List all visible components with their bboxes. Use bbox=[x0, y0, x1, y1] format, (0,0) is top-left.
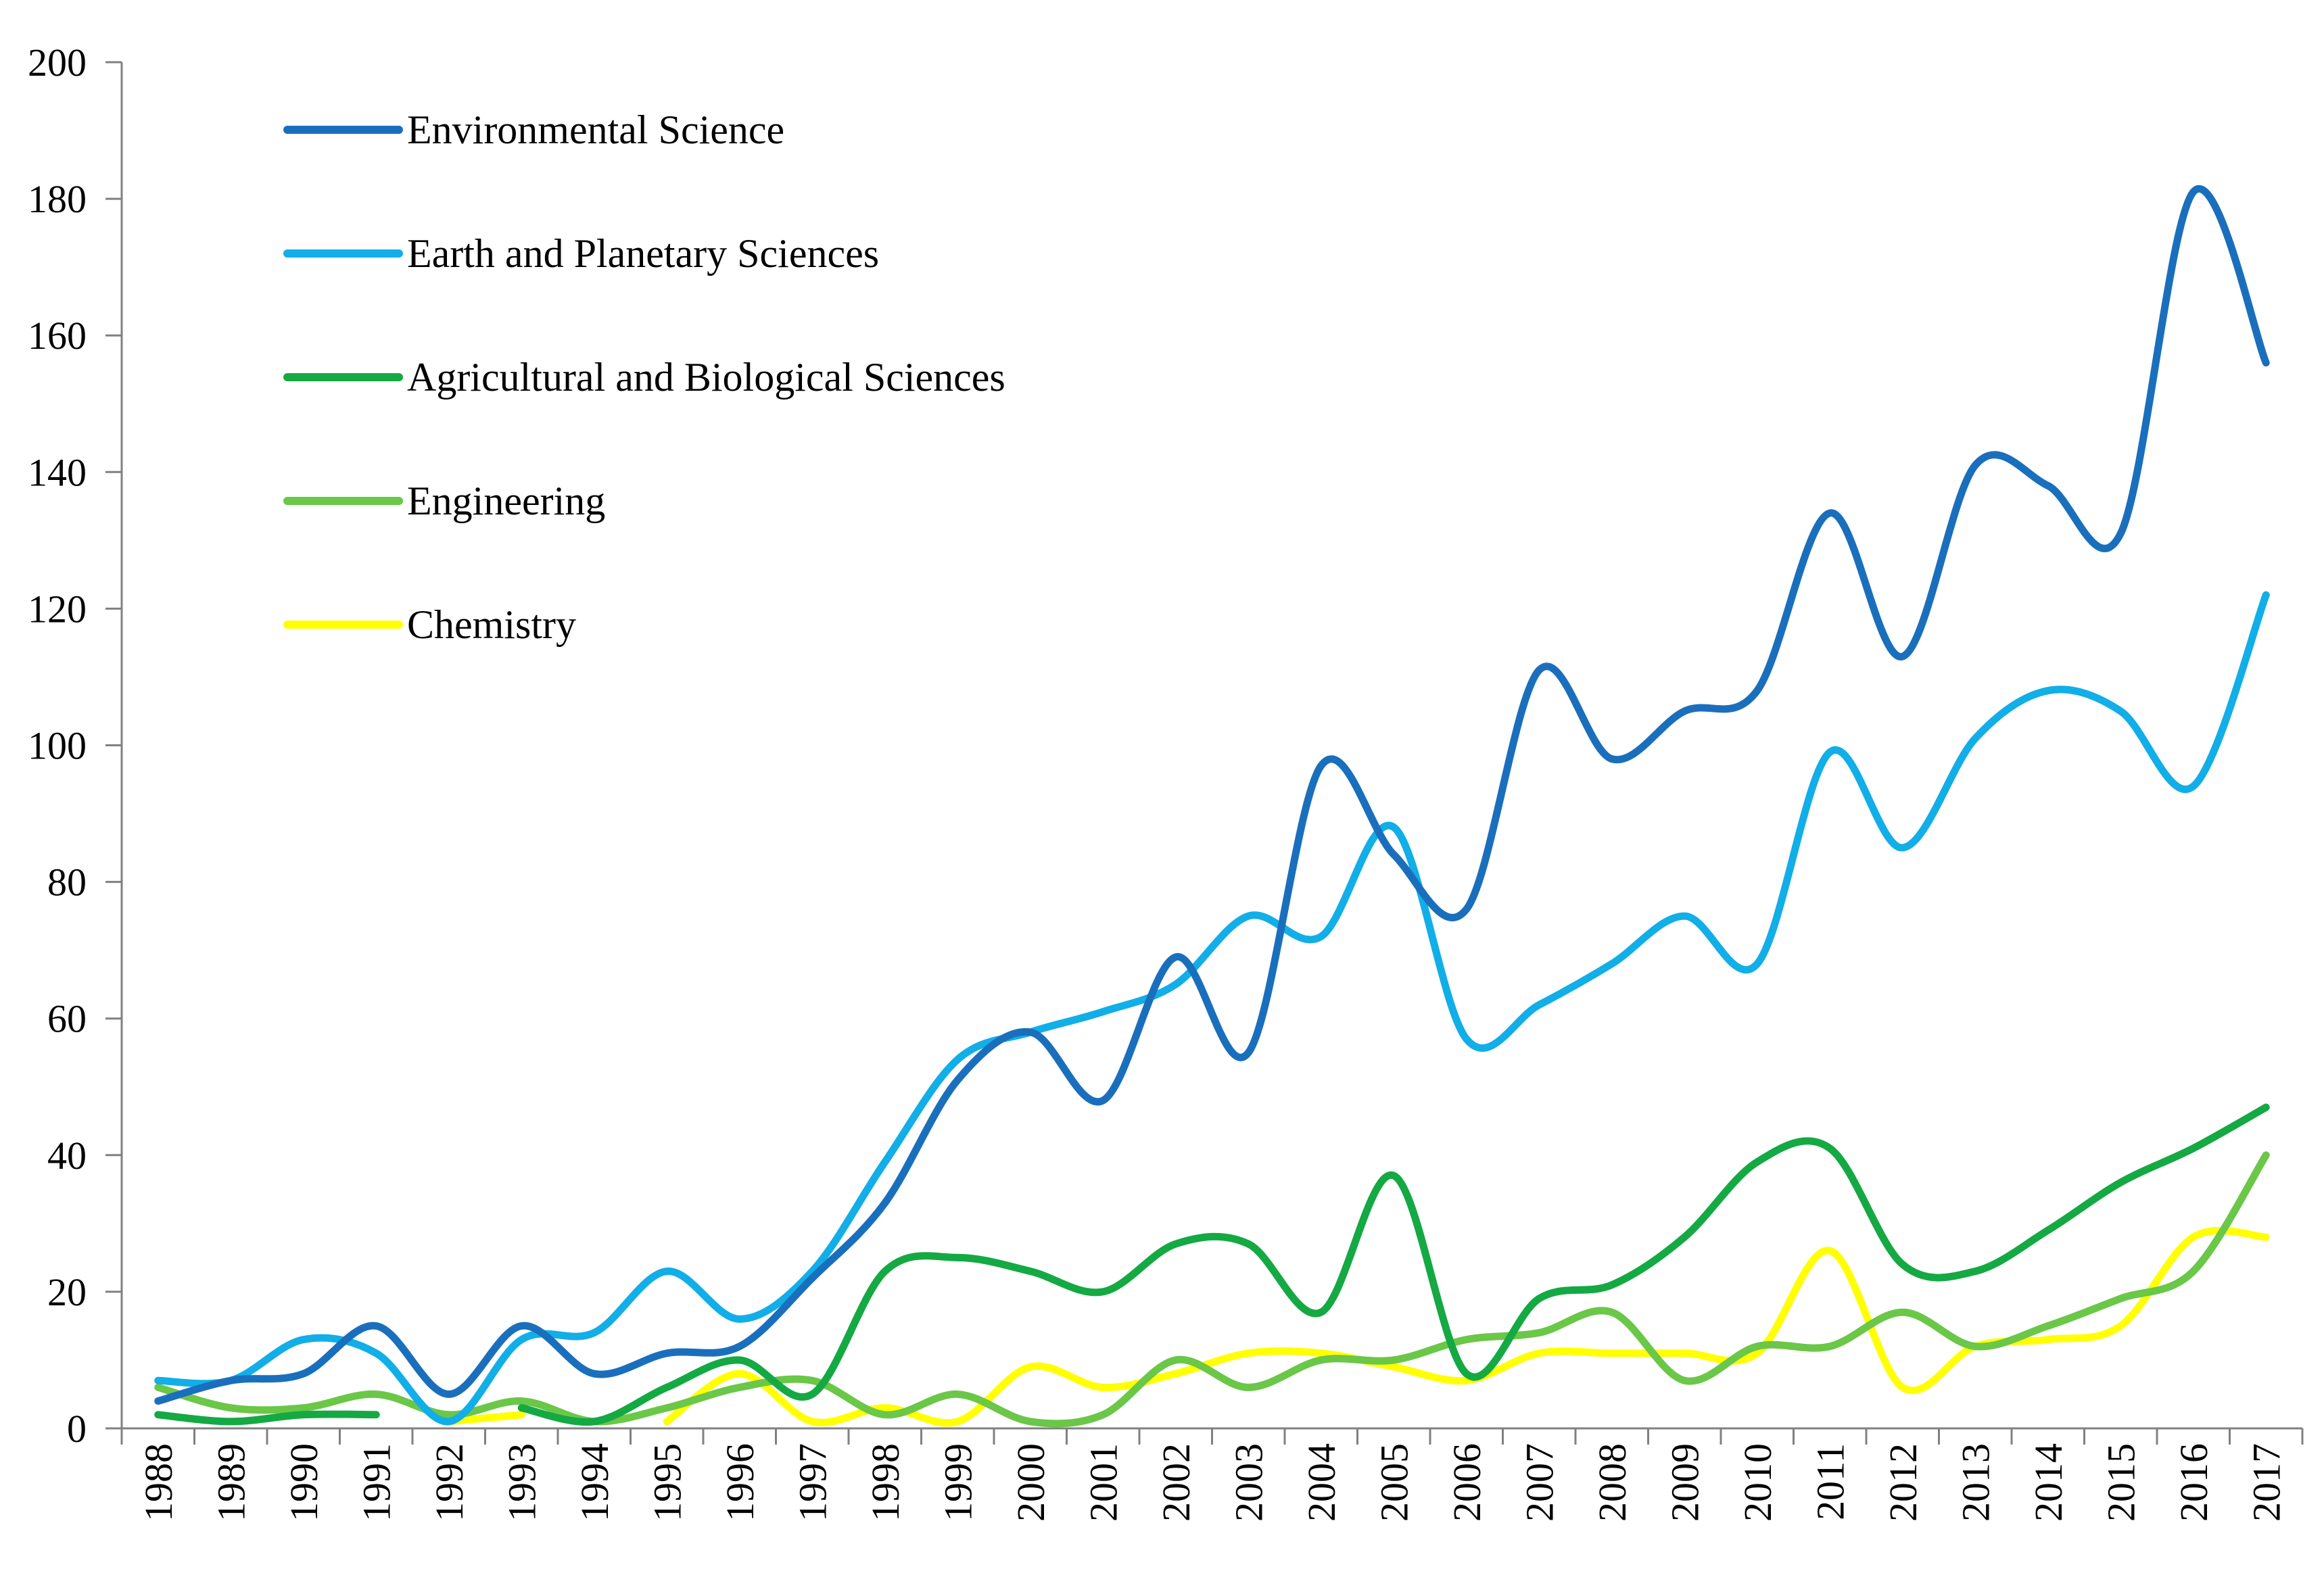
x-tick-label: 2012 bbox=[1881, 1443, 1925, 1522]
x-tick-label: 1989 bbox=[209, 1443, 253, 1522]
legend-item: Chemistry bbox=[283, 602, 576, 647]
legend-label: Agricultural and Biological Sciences bbox=[407, 355, 1005, 400]
x-tick-label: 1992 bbox=[427, 1443, 471, 1522]
x-tick-label: 2002 bbox=[1154, 1443, 1198, 1522]
x-tick-label: 2014 bbox=[2026, 1443, 2070, 1522]
x-tick-label: 1994 bbox=[573, 1443, 617, 1522]
x-tick-label: 2011 bbox=[1808, 1443, 1852, 1520]
series-engineering bbox=[154, 1151, 2270, 1428]
legend-label: Environmental Science bbox=[407, 107, 784, 152]
legend-label: Engineering bbox=[407, 479, 605, 523]
x-tick-label: 1998 bbox=[863, 1443, 907, 1522]
y-tick-label: 120 bbox=[28, 587, 87, 631]
x-tick-label: 2013 bbox=[1953, 1443, 1997, 1522]
x-tick-label: 1990 bbox=[282, 1443, 326, 1522]
legend-item: Agricultural and Biological Sciences bbox=[283, 355, 1005, 400]
series-line bbox=[154, 185, 2270, 1405]
x-tick-label: 1995 bbox=[645, 1443, 689, 1522]
y-tick-label: 0 bbox=[67, 1407, 87, 1451]
y-tick-label: 80 bbox=[47, 861, 87, 904]
y-tick-label: 40 bbox=[47, 1134, 87, 1178]
x-tick-label: 1999 bbox=[936, 1443, 980, 1522]
x-tick-label: 1991 bbox=[354, 1443, 398, 1522]
y-tick-label: 60 bbox=[47, 997, 87, 1041]
x-tick-label: 2008 bbox=[1590, 1443, 1634, 1522]
x-tick-label: 2010 bbox=[1736, 1443, 1780, 1522]
y-tick-label: 140 bbox=[28, 450, 87, 494]
x-tick-label: 2004 bbox=[1300, 1443, 1344, 1522]
series-line bbox=[517, 1103, 2270, 1426]
x-tick-label: 1988 bbox=[137, 1443, 181, 1522]
series-environmental-science bbox=[154, 185, 2270, 1405]
x-tick-label: 2003 bbox=[1227, 1443, 1271, 1522]
x-tick-label: 2006 bbox=[1445, 1443, 1489, 1522]
x-tick-label: 1996 bbox=[718, 1443, 762, 1522]
legend-item: Engineering bbox=[283, 479, 605, 523]
legend-label: Earth and Planetary Sciences bbox=[407, 231, 879, 276]
x-tick-label: 2017 bbox=[2244, 1443, 2288, 1522]
y-tick-label: 100 bbox=[28, 724, 87, 768]
legend-item: Environmental Science bbox=[283, 107, 784, 152]
x-tick-label: 1997 bbox=[790, 1443, 834, 1522]
y-tick-label: 200 bbox=[28, 41, 87, 84]
legend-label: Chemistry bbox=[407, 602, 576, 647]
x-tick-label: 2005 bbox=[1372, 1443, 1416, 1522]
x-tick-label: 2000 bbox=[1009, 1443, 1053, 1522]
x-tick-label: 1993 bbox=[500, 1443, 544, 1522]
y-tick-label: 20 bbox=[47, 1270, 87, 1314]
y-tick-label: 160 bbox=[28, 314, 87, 358]
x-tick-label: 2001 bbox=[1081, 1443, 1125, 1522]
x-tick-label: 2016 bbox=[2172, 1443, 2216, 1522]
series-line bbox=[154, 1151, 2270, 1428]
x-tick-label: 2015 bbox=[2099, 1443, 2143, 1522]
series-agricultural-and-biological-sciences bbox=[154, 1103, 2270, 1426]
x-tick-label: 2007 bbox=[1517, 1443, 1561, 1522]
x-tick-label: 2009 bbox=[1663, 1443, 1707, 1522]
series-line bbox=[154, 1410, 380, 1426]
legend-item: Earth and Planetary Sciences bbox=[283, 231, 879, 276]
y-tick-label: 180 bbox=[28, 177, 87, 221]
